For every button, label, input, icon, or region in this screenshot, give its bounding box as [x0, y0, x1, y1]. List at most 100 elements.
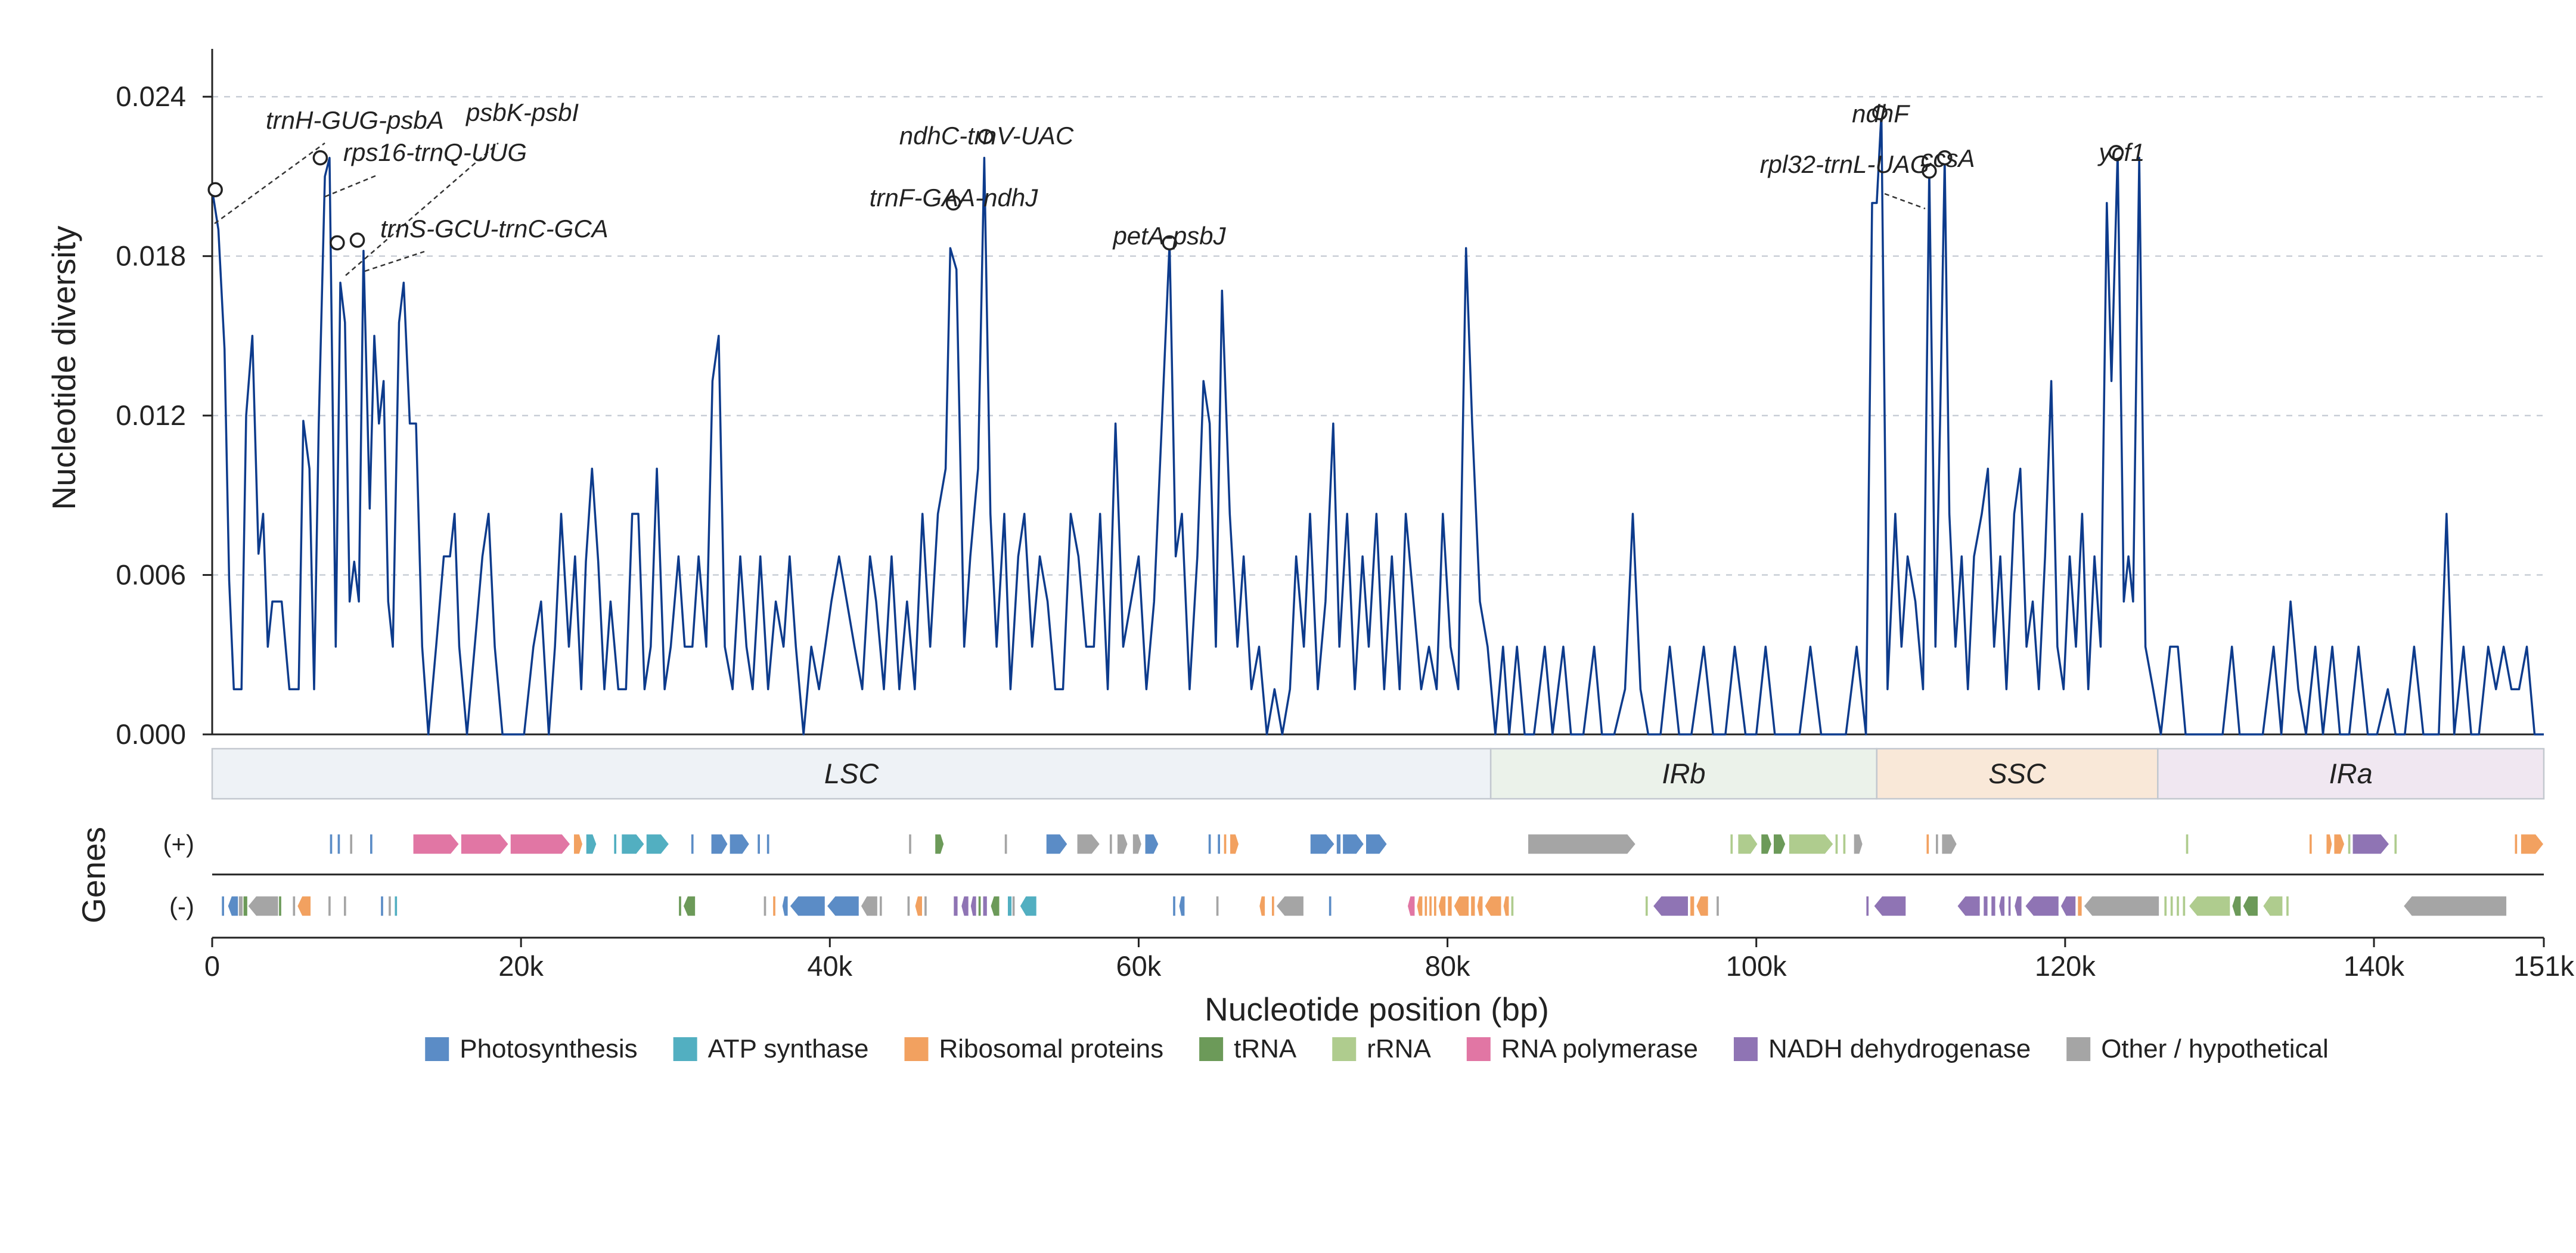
- x-tick-label: 40k: [807, 950, 852, 982]
- gene-block: [1527, 833, 1637, 855]
- gene-block: [387, 895, 392, 917]
- legend-swatch: [1466, 1037, 1491, 1061]
- gene-block: [1208, 833, 1212, 855]
- gene-block: [227, 895, 239, 917]
- gene-block: [1365, 833, 1388, 855]
- gene-block: [789, 895, 826, 917]
- region-lsc: [211, 748, 1492, 800]
- legend-swatch: [425, 1037, 449, 1061]
- peak-marker: [2108, 145, 2124, 160]
- peak-label: ycf1: [2097, 138, 2144, 166]
- x-tick-label: 140k: [2344, 950, 2404, 982]
- gene-block: [1271, 895, 1275, 917]
- gene-block: [952, 895, 959, 917]
- gene-block: [1328, 895, 1333, 917]
- gene-block: [879, 895, 883, 917]
- gene-block: [914, 895, 923, 917]
- gene-block: [1982, 895, 1989, 917]
- gene-block: [907, 895, 911, 917]
- gene-block: [1652, 895, 1689, 917]
- region-label: IRb: [1662, 758, 1705, 789]
- gene-block: [772, 895, 777, 917]
- gene-block: [690, 833, 695, 855]
- gene-block: [1216, 833, 1221, 855]
- gene-block: [238, 895, 244, 917]
- legend-label: rRNA: [1367, 1034, 1431, 1063]
- x-tick-label: 20k: [498, 950, 544, 982]
- gene-block: [766, 833, 770, 855]
- gene-block: [329, 833, 333, 855]
- legend-label: Other / hypothetical: [2101, 1034, 2329, 1063]
- gene-block: [1144, 833, 1159, 855]
- peak-marker: [978, 129, 994, 144]
- gene-block: [1760, 833, 1773, 855]
- y-tick-label: 0.018: [116, 240, 186, 272]
- gene-block: [710, 833, 729, 855]
- region-ssc: [1876, 748, 2159, 800]
- gene-block: [1336, 833, 1342, 855]
- y-tick-label: 0.012: [116, 399, 186, 431]
- gene-block: [1483, 895, 1503, 917]
- peak-label: ndhF: [1852, 100, 1910, 128]
- gene-block: [460, 833, 510, 855]
- gene-block: [1476, 895, 1483, 917]
- gene-block: [343, 895, 347, 917]
- gene-block: [573, 833, 584, 855]
- diversity-line: [211, 111, 2544, 736]
- gene-block: [2185, 833, 2189, 855]
- y-tick-label: 0.024: [116, 80, 186, 112]
- gene-block: [1172, 895, 1177, 917]
- gene-block: [2024, 895, 2060, 917]
- gene-block: [2082, 895, 2160, 917]
- gene-block: [2520, 833, 2544, 855]
- region-label: LSC: [824, 758, 879, 789]
- gene-block: [2333, 833, 2345, 855]
- gene-block: [1004, 833, 1008, 855]
- peak-marker: [1922, 163, 1937, 179]
- gene-block: [1788, 833, 1835, 855]
- legend-label: ATP synthase: [708, 1034, 869, 1063]
- annotation-leader-line: [345, 142, 499, 276]
- gene-block: [1178, 895, 1185, 917]
- region-label: IRa: [2329, 758, 2373, 789]
- gene-block: [1998, 895, 2006, 917]
- gene-block: [1990, 895, 1997, 917]
- peak-marker: [1162, 235, 1178, 251]
- gene-block: [1715, 895, 1720, 917]
- peak-label: trnH-GUG-psbA: [266, 106, 444, 134]
- gene-block: [1045, 833, 1069, 855]
- gene-block: [1433, 895, 1438, 917]
- gene-block: [982, 895, 988, 917]
- gene-block: [1309, 833, 1336, 855]
- gene-block: [2352, 833, 2390, 855]
- legend-swatch: [1199, 1037, 1224, 1061]
- gene-block: [908, 833, 913, 855]
- peak-marker: [945, 195, 961, 211]
- genome-region-bar: LSC IRb SSC IRa: [211, 748, 2545, 800]
- gene-block: [2170, 895, 2174, 917]
- gene-block: [1842, 833, 1846, 855]
- gene-block: [763, 895, 767, 917]
- gene-block: [1835, 833, 1839, 855]
- peak-label: psbK-psbI: [465, 98, 579, 126]
- gene-block: [1925, 833, 1930, 855]
- x-tick-label: 100k: [1726, 950, 1787, 982]
- gene-block: [860, 895, 879, 917]
- legend-label: RNA polymerase: [1501, 1034, 1698, 1063]
- gene-block: [781, 895, 789, 917]
- annotation-leader-line: [364, 250, 425, 272]
- gene-block: [1956, 895, 1981, 917]
- gene-block: [2308, 833, 2313, 855]
- legend-label: Photosynthesis: [460, 1034, 637, 1063]
- gene-block: [1935, 833, 1939, 855]
- gene-block: [337, 833, 341, 855]
- legend-swatch: [1332, 1037, 1357, 1061]
- legend-label: NADH dehydrogenase: [1768, 1034, 2031, 1063]
- y-axis-title: Nucleotide diversity: [45, 225, 82, 510]
- gene-block: [1644, 895, 1649, 917]
- gene-block: [2393, 833, 2398, 855]
- y-tick-label: 0.006: [116, 559, 186, 591]
- gene-block: [1132, 833, 1143, 855]
- gene-block: [2013, 895, 2023, 917]
